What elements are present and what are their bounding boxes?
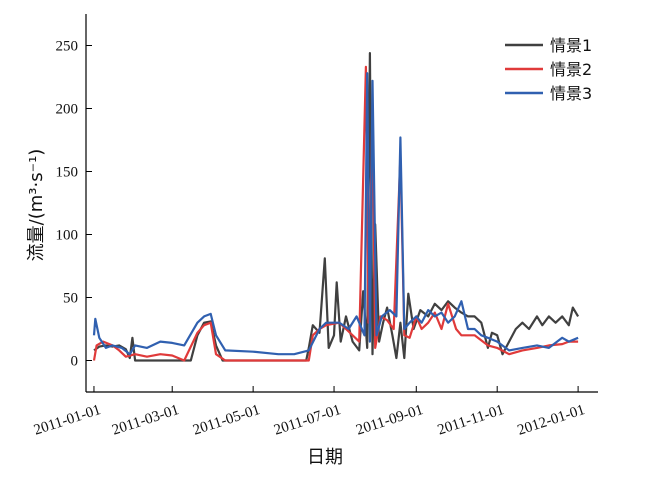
x-tick-label: 2011-05-01 [191,402,262,439]
legend-label-3: 情景3 [550,84,592,103]
x-tick-label: 2011-01-01 [32,402,103,439]
legend-label-1: 情景1 [550,36,592,55]
x-tick-label: 2011-03-01 [110,402,181,439]
series-line-2 [92,65,579,362]
series-line-3 [92,72,579,356]
x-tick-label: 2012-01-01 [516,402,588,439]
y-tick-label: 0 [71,354,79,370]
x-axis-title: 日期 [307,447,343,468]
axes [85,14,598,393]
x-tick-label: 2011-09-01 [354,402,425,439]
series-line-1 [93,51,580,362]
y-tick-label: 50 [63,291,78,307]
legend-label-2: 情景2 [550,60,592,79]
y-axis-title: 流量/(m³·s⁻¹) [26,149,47,262]
y-tick-label: 100 [56,228,79,244]
y-tick-label: 200 [56,102,79,118]
plot-lines [92,51,580,362]
x-tick-label: 2011-07-01 [272,402,343,439]
legend: 情景1 情景2 情景3 [505,36,592,103]
y-tick-label: 250 [56,39,79,55]
ticks: 0 50 100 150 200 250 2011-01-01 2011-03-01 2011-… [32,39,587,439]
x-tick-label: 2011-11-01 [436,402,506,439]
y-tick-label: 150 [56,165,79,181]
